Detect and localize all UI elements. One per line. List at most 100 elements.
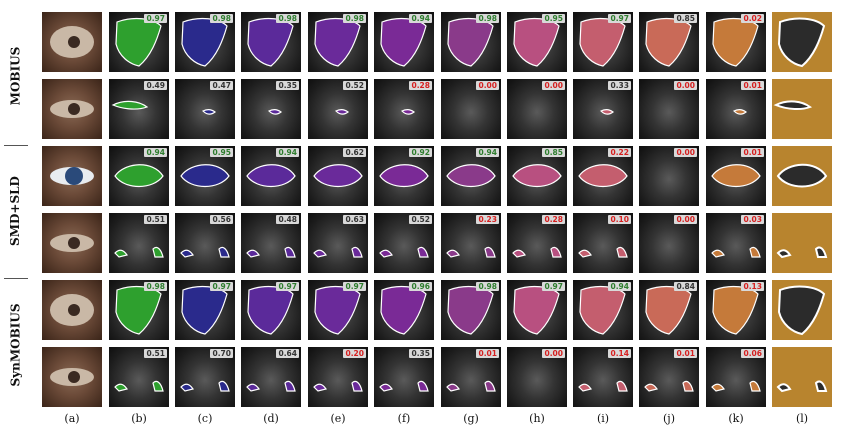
- segmentation-cell: 0.92: [374, 146, 434, 206]
- cell-graphic: [246, 164, 296, 188]
- score-badge: 0.96: [409, 282, 432, 291]
- predicted-mask: [180, 246, 230, 258]
- segmentation-cell: 0.84: [639, 280, 699, 340]
- segmentation-cell: 0.00: [507, 347, 567, 407]
- input-image: [42, 146, 102, 206]
- cell-graphic: [379, 246, 429, 258]
- segmentation-cell: 0.00: [639, 213, 699, 273]
- score-badge: 0.13: [741, 282, 764, 291]
- segmentation-cell: 0.35: [241, 79, 301, 139]
- score-badge: 0.97: [144, 14, 167, 23]
- score-badge: 0.00: [674, 148, 697, 157]
- cell-graphic: [447, 285, 494, 335]
- cell-graphic: [50, 368, 94, 386]
- segmentation-cell: 0.49: [109, 79, 169, 139]
- segmentation-cell: 0.85: [507, 146, 567, 206]
- predicted-mask: [114, 246, 164, 258]
- ground-truth-mask: [777, 285, 826, 336]
- segmentation-cell: 0.63: [308, 213, 368, 273]
- score-badge: 0.01: [741, 81, 764, 90]
- predicted-mask: [712, 17, 759, 67]
- input-image: [42, 213, 102, 273]
- predicted-mask: [446, 246, 496, 258]
- predicted-mask: [379, 380, 429, 392]
- ground-truth-background: [772, 213, 832, 273]
- cell-graphic: [711, 164, 761, 188]
- predicted-mask: [246, 380, 296, 392]
- score-badge: 0.64: [276, 349, 299, 358]
- segmentation-cell: 0.98: [308, 12, 368, 72]
- score-badge: 0.98: [210, 14, 233, 23]
- predicted-mask: [513, 17, 560, 67]
- column-label: (c): [197, 412, 213, 425]
- predicted-mask: [246, 164, 296, 188]
- score-badge: 0.95: [542, 14, 565, 23]
- eye-iris: [68, 36, 80, 48]
- score-badge: 0.00: [542, 349, 565, 358]
- segmentation-cell: 0.64: [241, 347, 301, 407]
- cell-graphic: [50, 294, 94, 326]
- column-label: (g): [463, 412, 479, 425]
- cell-graphic: [446, 380, 496, 392]
- segmentation-cell: 0.22: [573, 146, 633, 206]
- eye-iris: [68, 237, 80, 249]
- cell-graphic: [50, 100, 94, 118]
- segmentation-cell: 0.85: [639, 12, 699, 72]
- segmentation-cell: 0.95: [507, 12, 567, 72]
- column-label: (l): [795, 412, 809, 425]
- segmentation-cell: 0.94: [109, 146, 169, 206]
- score-badge: 0.84: [674, 282, 697, 291]
- score-badge: 0.06: [741, 349, 764, 358]
- cell-graphic: [513, 285, 560, 335]
- segmentation-cell: 0.00: [441, 79, 501, 139]
- segmentation-cell: 0.20: [308, 347, 368, 407]
- cell-graphic: [380, 285, 427, 335]
- predicted-mask: [314, 17, 361, 67]
- predicted-mask: [446, 380, 496, 392]
- cell-graphic: [180, 246, 230, 258]
- predicted-mask: [111, 100, 149, 110]
- predicted-mask: [180, 164, 230, 188]
- segmentation-cell: 0.98: [441, 12, 501, 72]
- segmentation-cell: 0.98: [241, 12, 301, 72]
- dataset-label-mobius: MOBIUS: [8, 46, 22, 106]
- predicted-mask: [247, 17, 294, 67]
- predicted-mask: [313, 380, 363, 392]
- cell-graphic: [380, 17, 427, 67]
- segmentation-cell: 0.56: [175, 213, 235, 273]
- cell-graphic: [114, 380, 164, 392]
- cell-graphic: [246, 380, 296, 392]
- cell-graphic: [772, 146, 832, 206]
- segmentation-cell: 0.98: [109, 280, 169, 340]
- score-badge: 0.28: [542, 215, 565, 224]
- cell-graphic: [712, 285, 759, 335]
- ground-truth-mask: [773, 100, 813, 111]
- cell-graphic: [379, 380, 429, 392]
- ground-truth-cell: [772, 146, 832, 206]
- score-badge: 0.00: [542, 81, 565, 90]
- segmentation-cell: 0.97: [573, 12, 633, 72]
- segmentation-cell: 0.62: [308, 146, 368, 206]
- score-badge: 0.52: [343, 81, 366, 90]
- predicted-mask: [114, 380, 164, 392]
- cell-graphic: [772, 347, 832, 407]
- segmentation-cell: 0.00: [639, 79, 699, 139]
- segmentation-cell: 0.00: [507, 79, 567, 139]
- column-label: (a): [64, 412, 80, 425]
- segmentation-cell: 0.97: [109, 12, 169, 72]
- column-label: (h): [529, 412, 545, 425]
- cell-graphic: [314, 285, 361, 335]
- column-label: (k): [728, 412, 744, 425]
- score-badge: 0.33: [608, 81, 631, 90]
- cell-graphic: [180, 380, 230, 392]
- score-badge: 0.51: [144, 349, 167, 358]
- segmentation-cell: 0.06: [706, 347, 766, 407]
- cell-graphic: [114, 246, 164, 258]
- predicted-mask: [379, 164, 429, 188]
- predicted-mask: [246, 246, 296, 258]
- score-badge: 0.98: [343, 14, 366, 23]
- segmentation-cell: 0.98: [175, 12, 235, 72]
- segmentation-cell: 0.10: [573, 213, 633, 273]
- score-badge: 0.62: [343, 148, 366, 157]
- segmentation-cell: 0.51: [109, 347, 169, 407]
